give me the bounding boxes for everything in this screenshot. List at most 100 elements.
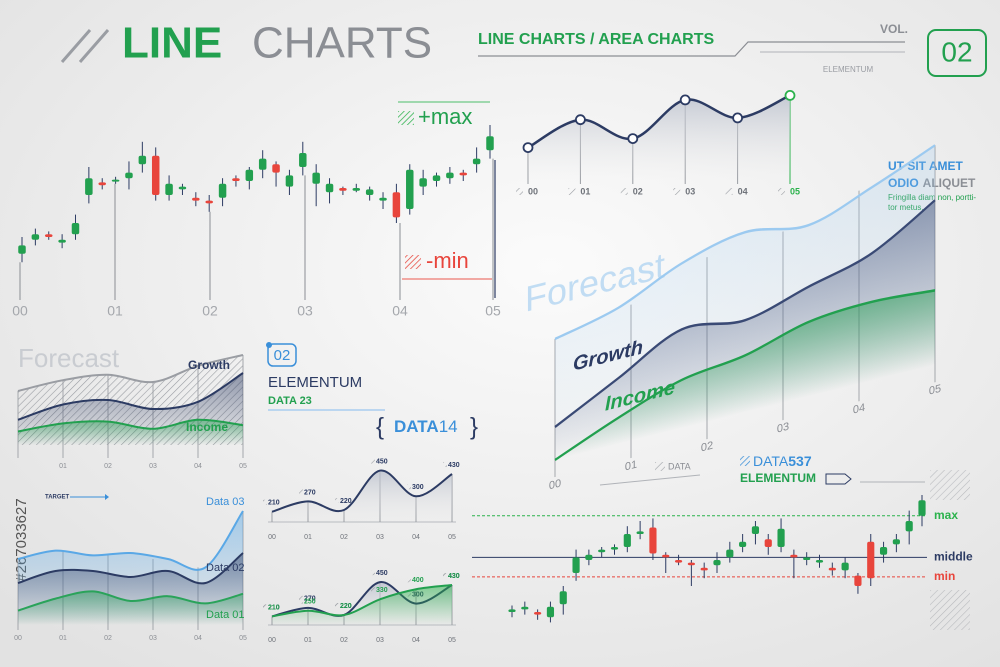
data-label: 210 [268,604,280,611]
series-label: Data 03 [206,496,245,508]
candle-body [459,172,468,176]
x-tick-label: 05 [929,383,941,398]
candle-body [700,567,708,571]
candle-body [751,526,760,534]
x-tick-label: 03 [149,463,157,470]
candle-body [472,158,481,165]
target-label: TARGET [45,495,70,501]
candle-body [138,155,147,165]
candle-body [662,554,670,558]
x-tick-label: 01 [304,637,312,644]
x-tick-label: 01 [107,303,123,319]
candle-body [534,612,542,615]
hatch-icon [371,587,375,593]
hatch-icon [263,604,267,610]
chart-title: DATA537 [753,453,812,469]
candle-body [521,606,529,610]
area-line [17,552,244,585]
data-label: 270 [304,596,316,603]
area-line [17,510,244,571]
chart: max middle min [472,495,973,623]
candle-body [815,560,824,563]
hatch-icon [516,188,523,195]
point [784,90,796,101]
x-tick-label: 05 [790,186,800,196]
x-tick-label: 01 [59,463,67,470]
candle-body [406,169,414,209]
x-tick-label: 04 [412,637,420,644]
candle-body [365,189,374,195]
x-tick-label: 03 [149,635,157,642]
badge-title: ELEMENTUM [268,374,362,391]
candle-body [790,554,798,558]
x-tick-label: 05 [448,637,456,644]
candle-body [598,549,606,553]
brace: { [376,413,384,440]
hatch-icon [740,456,750,466]
candle-body [446,172,454,179]
badge-label: DATA 23 [268,395,312,407]
hatch-icon [371,570,375,576]
candle-body [918,500,926,516]
candle-body [572,557,580,573]
x-tick-label: 01 [304,534,312,541]
area-line [17,418,244,433]
data-label: 400 [412,577,424,584]
hatch-icon [443,573,447,578]
x-tick-label: 02 [340,637,348,644]
series-label: Forecast [18,343,120,373]
header: LINE CHARTS LINE CHARTS / AREA CHARTS VO… [60,19,987,77]
series-label: Income [186,420,228,434]
candle-body [828,567,836,571]
candle-body [98,182,106,186]
candle-body [623,534,631,547]
x-tick-label: 00 [268,534,276,541]
data-label: 300 [412,484,424,491]
candle-body [285,175,294,187]
candle-body [508,609,516,612]
data-label: 220 [340,498,352,505]
data-label: 270 [304,489,316,496]
data-heading-a: DATA [394,417,439,436]
arrow-icon [825,473,852,485]
vol-number: 02 [941,36,972,67]
x-tick-label: 02 [701,440,713,455]
candle-body [546,606,555,618]
point [522,142,534,154]
line-area [272,470,452,522]
data-heading: DATA14 [394,417,458,436]
data-label: 450 [376,458,388,465]
candle-body [312,172,320,184]
candle-body [392,192,401,218]
candle-body [432,175,441,181]
level-label: middle [934,550,973,564]
candle-body [339,188,347,191]
line-area [272,585,452,625]
candle-body [245,169,254,181]
candle-body [585,554,593,560]
candle-body [85,178,93,195]
x-tick-label: 03 [297,303,313,319]
candle-body [726,549,734,558]
candle-body [610,547,619,550]
candle-body [325,183,334,193]
x-tick-label: 02 [202,303,218,319]
chart-title-a: DATA [753,453,789,469]
candle-body [867,541,875,579]
x-tick-label: 04 [853,402,865,417]
hatch-block [930,470,970,500]
x-tick-label: 05 [239,635,247,642]
level-label: min [934,569,955,583]
data-label: 450 [376,570,388,577]
hatch-icon [620,188,628,195]
candle-body [258,158,267,170]
data-label: 220 [340,603,352,610]
candle-body [58,239,66,243]
target-arrow-head [105,494,109,500]
data-label: 430 [448,573,460,580]
candle-body [192,197,200,201]
deco-line [478,41,905,57]
point [679,94,691,106]
hatch-icon [371,458,375,464]
